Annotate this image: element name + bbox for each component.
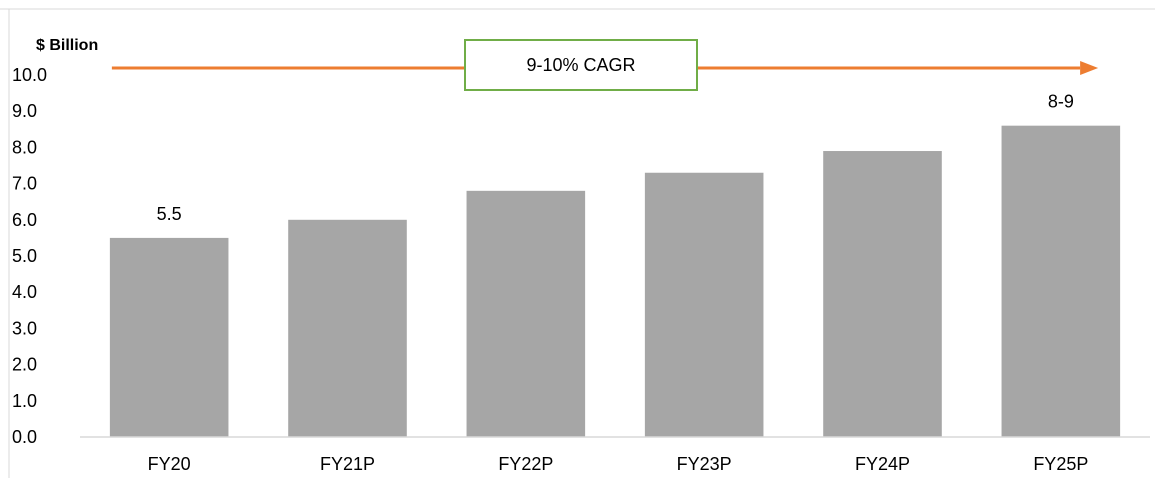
cagr-label: 9-10% CAGR <box>526 55 635 75</box>
x-tick-label: FY25P <box>1033 454 1088 474</box>
data-label: 8-9 <box>1048 92 1074 112</box>
bar <box>288 219 407 437</box>
y-tick-label: 0.0 <box>12 427 37 447</box>
cagr-annotation: 9-10% CAGR <box>111 39 1099 91</box>
x-tick-label: FY21P <box>320 454 375 474</box>
x-tick-label: FY22P <box>498 454 553 474</box>
y-tick-label: 9.0 <box>12 101 37 121</box>
y-tick-label: 7.0 <box>12 174 37 194</box>
data-label: 5.5 <box>157 204 182 224</box>
y-tick-label: 4.0 <box>12 282 37 302</box>
y-axis-ticks: 0.0 1.0 2.0 3.0 4.0 5.0 6.0 7.0 8.0 9.0 10.0 <box>12 65 47 447</box>
y-tick-label: 8.0 <box>12 137 37 157</box>
bar <box>466 190 586 437</box>
bar <box>644 172 764 438</box>
x-axis-labels: FY20 FY21P FY22P FY23P FY24P FY25P <box>148 454 1089 474</box>
x-tick-label: FY20 <box>148 454 191 474</box>
cagr-arrowhead <box>1080 61 1099 75</box>
y-tick-label: 10.0 <box>12 65 47 85</box>
bar <box>109 237 229 437</box>
data-labels: 5.5 8-9 <box>157 92 1074 224</box>
bars <box>109 125 1121 438</box>
bar <box>1001 125 1121 438</box>
y-axis-title: $ Billion <box>36 37 98 54</box>
y-tick-label: 3.0 <box>12 318 37 338</box>
x-tick-label: FY24P <box>855 454 910 474</box>
cagr-box <box>464 39 698 91</box>
y-tick-label: 1.0 <box>12 391 37 411</box>
y-tick-label: 2.0 <box>12 355 37 375</box>
y-tick-label: 5.0 <box>12 246 37 266</box>
bar <box>823 151 942 437</box>
y-tick-label: 6.0 <box>12 210 37 230</box>
x-tick-label: FY23P <box>677 454 732 474</box>
